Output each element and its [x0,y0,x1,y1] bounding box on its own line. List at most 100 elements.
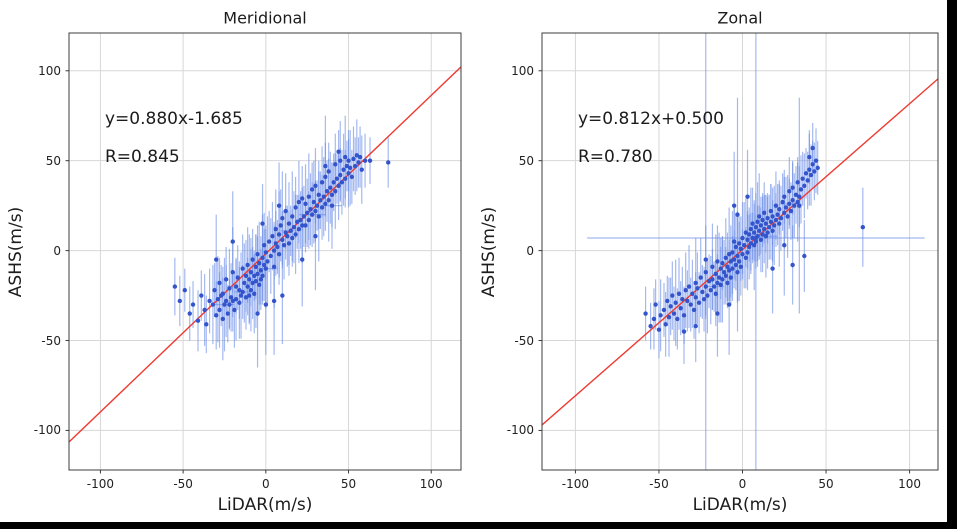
data-point [177,298,183,304]
data-point [230,269,235,275]
data-point [301,214,307,219]
data-point [300,196,305,201]
data-point [772,223,777,228]
data-point [298,217,303,223]
data-point [204,322,209,327]
data-point [233,284,239,289]
data-point [248,269,254,275]
data-point [810,162,815,167]
data-point [202,307,207,313]
data-point [800,176,805,181]
data-point [261,262,267,268]
data-point [675,316,680,322]
data-point [349,174,355,180]
data-point [671,311,677,316]
data-point [386,160,391,165]
data-point [252,291,257,296]
data-point [276,232,282,237]
data-point [808,172,814,178]
data-point [688,302,693,307]
data-point [710,277,715,282]
data-point [318,198,323,203]
data-point [795,180,800,185]
data-point [743,255,749,260]
data-point [708,287,713,293]
data-point [255,251,260,257]
y-tick-label: 0 [526,243,534,258]
data-point [752,243,757,248]
data-point [309,187,315,192]
data-point [303,223,308,228]
data-point [243,295,249,300]
data-point [291,225,297,230]
data-point [681,329,687,334]
data-point [290,214,295,219]
data-point [323,163,328,169]
data-point [195,318,201,323]
y-tick-label: 50 [518,153,534,168]
x-tick-label: 100 [898,477,922,491]
x-tick-label: -50 [173,477,193,491]
data-point [798,187,804,192]
data-point [333,162,338,167]
data-point [300,257,305,262]
data-point [286,221,292,226]
data-point [793,192,799,198]
data-point [217,280,222,286]
data-point [741,243,747,248]
data-point [750,221,755,226]
letterbox-bottom [0,522,957,529]
data-point [753,239,759,244]
data-point [777,221,782,226]
data-point [265,259,270,264]
data-point [768,208,774,214]
data-point [685,298,690,304]
data-point [703,257,708,262]
data-point [252,273,257,278]
data-point [313,234,318,239]
data-point [207,298,212,304]
data-point [233,296,239,302]
data-point [255,311,260,316]
data-point [713,271,718,277]
axes-frame [541,32,939,471]
data-point [790,262,795,268]
data-point [777,207,782,212]
data-point [250,280,255,286]
data-point [730,266,735,271]
data-point [726,268,732,273]
data-point [295,219,300,225]
data-point [691,307,697,313]
data-point [217,307,222,313]
plot-title-zonal: Zonal [717,8,763,28]
data-point [354,153,359,158]
data-point [755,219,760,225]
x-tick-label: 0 [261,477,270,491]
plot-title-meridional: Meridional [223,8,307,28]
data-point [346,171,351,176]
data-point [341,167,346,172]
data-point [705,293,710,298]
data-point [698,275,703,280]
data-point [782,243,787,248]
data-point [813,158,819,163]
data-point [686,284,692,289]
data-point [711,284,717,289]
data-point [720,277,725,282]
data-point [230,298,235,304]
data-point [359,167,364,172]
data-point [763,234,769,239]
data-point [210,302,216,307]
x-axis-label-left: LiDAR(m/s) [217,495,313,515]
data-point [736,241,742,246]
data-point [275,244,280,250]
data-point [243,273,249,278]
data-point [725,280,730,286]
data-point [716,275,722,280]
data-point [753,225,759,230]
data-point [230,239,235,244]
data-point [328,185,333,190]
data-layer [542,33,938,470]
data-point [731,257,737,262]
